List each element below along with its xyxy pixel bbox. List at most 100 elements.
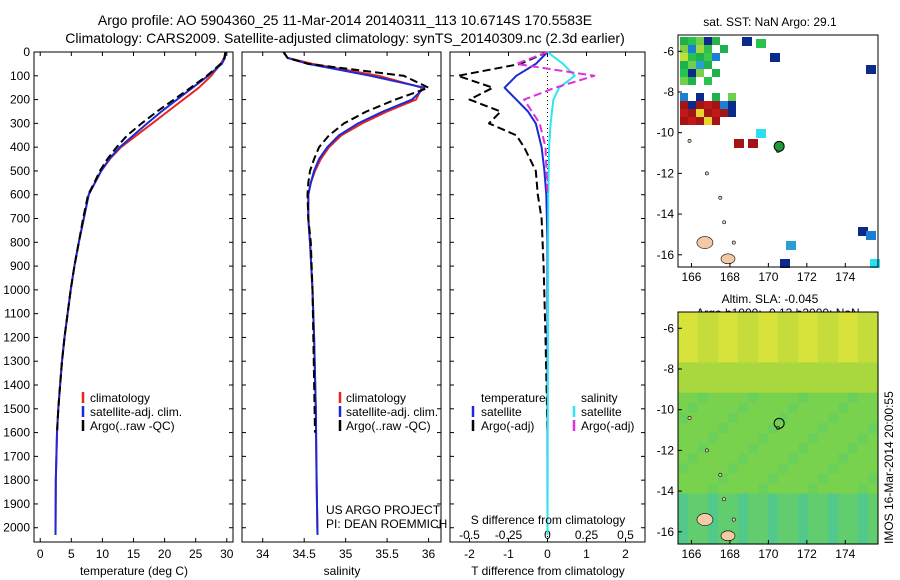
sla-cell	[788, 412, 799, 424]
sla-cell	[748, 483, 759, 495]
sla-cell	[758, 423, 769, 434]
sla-cell	[818, 523, 829, 535]
sla-cell	[848, 332, 859, 343]
legend-label-argo: Argo(..raw -QC)	[346, 419, 431, 433]
sla-cell	[808, 503, 819, 515]
sla-cell	[678, 352, 689, 363]
sla-cell	[868, 332, 879, 343]
legend-label-temp-argo: Argo(-adj)	[481, 419, 534, 433]
sla-cell	[848, 433, 859, 444]
sla-cell	[858, 513, 869, 525]
sla-cell	[698, 362, 709, 374]
temperature-satellite-line	[503, 51, 549, 535]
depth-tick-label: 200	[10, 93, 30, 107]
sla-cell	[768, 392, 779, 404]
depth-tick-label: 1500	[3, 402, 30, 416]
sla-cell	[688, 473, 699, 485]
sla-cell	[838, 503, 849, 515]
sla-cell	[868, 433, 879, 444]
sla-cell	[718, 433, 729, 444]
sla-cell	[768, 322, 779, 333]
island-marker	[722, 220, 727, 225]
sla-cell	[688, 382, 699, 394]
sla-cell	[818, 463, 829, 474]
sst-cell	[712, 117, 720, 125]
sla-cell	[678, 402, 689, 414]
sla-cell	[818, 493, 829, 505]
sla-cell	[788, 312, 799, 323]
sla-cell	[788, 342, 799, 353]
sla-cell	[778, 473, 789, 485]
sla-cell	[798, 402, 809, 414]
sla-cell	[808, 382, 819, 394]
x-tick-label: 10	[96, 547, 110, 561]
sst-cell	[720, 101, 728, 109]
sla-cell	[848, 412, 859, 424]
sla-cell	[798, 493, 809, 505]
sla-cell	[758, 412, 769, 424]
sla-cell	[778, 443, 789, 454]
sla-cell	[748, 382, 759, 394]
depth-tick-label: 1200	[3, 330, 30, 344]
sla-cell	[738, 362, 749, 374]
sla-cell	[758, 342, 769, 353]
sla-cell	[698, 412, 709, 424]
sst-cell	[688, 109, 696, 117]
argo-raw-qc-line	[282, 51, 430, 433]
sla-cell	[698, 493, 709, 505]
sla-cell	[718, 372, 729, 384]
sla-cell	[848, 392, 859, 404]
sst-cell	[712, 101, 720, 109]
sla-cell	[808, 463, 819, 474]
sla-cell	[828, 443, 839, 454]
sla-cell	[748, 423, 759, 434]
sla-cell	[848, 503, 859, 515]
sst-cell	[696, 101, 704, 109]
sla-cell	[838, 513, 849, 525]
sla-cell	[778, 312, 789, 323]
temperature-plot-frame	[33, 51, 234, 543]
sla-cell	[828, 372, 839, 384]
sla-cell	[688, 443, 699, 454]
sst-cell	[866, 231, 876, 240]
island-espiritu-santo	[696, 236, 714, 249]
sla-cell	[848, 362, 859, 374]
sla-cell	[778, 352, 789, 363]
sla-cell	[738, 503, 749, 515]
sla-cell	[708, 312, 719, 323]
sla-cell	[748, 433, 759, 444]
sla-cell	[838, 412, 849, 424]
sla-cell	[808, 392, 819, 404]
sla-cell	[828, 322, 839, 333]
salinity-legend: climatology satellite-adj. clim. Argo(..…	[338, 391, 438, 433]
sla-cell	[688, 402, 699, 414]
sla-cell	[828, 362, 839, 374]
sla-cell	[728, 342, 739, 353]
sla-cell	[818, 342, 829, 353]
sla-cell	[698, 352, 709, 363]
sla-cell	[798, 523, 809, 535]
argo-float-marker	[773, 140, 785, 152]
sla-cell	[698, 402, 709, 414]
sla-cell	[698, 312, 709, 323]
map-lat-label: -14	[657, 484, 675, 498]
sla-cell	[698, 463, 709, 474]
sla-cell	[828, 533, 839, 545]
sla-cell	[818, 433, 829, 444]
legend-group-salinity: salinity	[581, 391, 618, 405]
island-marker	[704, 448, 709, 453]
sst-cell	[696, 117, 704, 125]
sla-cell	[848, 473, 859, 485]
sla-cell	[678, 423, 689, 434]
map-lon-label: 166	[681, 547, 701, 561]
sla-cell	[738, 312, 749, 323]
sla-cell	[798, 382, 809, 394]
island-marker	[731, 517, 736, 522]
sst-cell	[704, 109, 712, 117]
sst-cell	[680, 117, 688, 125]
sla-cell	[678, 332, 689, 343]
sla-cell	[718, 463, 729, 474]
sla-cell	[688, 342, 699, 353]
sla-cell	[798, 483, 809, 495]
sla-cell	[708, 352, 719, 363]
